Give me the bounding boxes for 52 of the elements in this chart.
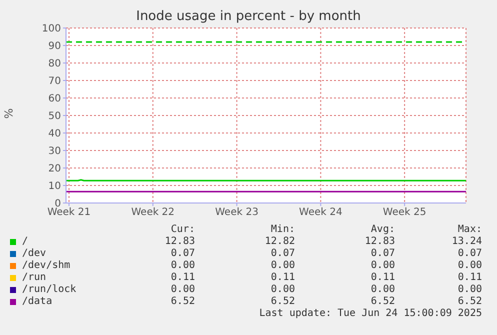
y-tick-label: 70 <box>48 76 61 88</box>
text: 0.07 <box>456 248 482 260</box>
text: 0.00 <box>456 284 482 296</box>
text: 0.00 <box>370 284 395 296</box>
text: 13.24 <box>450 236 482 248</box>
x-tick-label: Week 24 <box>299 207 342 218</box>
text: 0.07 <box>270 248 295 260</box>
text: 0.07 <box>170 248 195 260</box>
text: Avg: <box>370 224 395 236</box>
y-tick-label: 40 <box>48 128 61 140</box>
y-tick-label: 20 <box>48 164 61 175</box>
text: 0.00 <box>270 284 295 296</box>
text: Max: <box>456 224 482 236</box>
text: 0.00 <box>170 284 195 296</box>
text: Min: <box>270 224 295 236</box>
y-tick-label: 30 <box>48 146 61 158</box>
legend-label: /dev <box>22 248 46 260</box>
x-tick-label: Week 23 <box>215 207 258 218</box>
text: 0.11 <box>456 272 482 284</box>
text: 0.11 <box>270 272 295 284</box>
text: 0.11 <box>370 272 395 284</box>
y-tick-label: 80 <box>48 58 61 70</box>
text: 0.00 <box>270 260 295 272</box>
text: 6.52 <box>370 296 395 308</box>
legend-label: /data <box>22 296 52 308</box>
x-tick-label: Week 22 <box>131 207 175 218</box>
text: 6.52 <box>270 296 295 308</box>
text: 12.82 <box>264 236 295 248</box>
text: 0.00 <box>170 260 195 272</box>
y-tick-label: 10 <box>48 181 61 192</box>
text: 12.83 <box>164 236 195 248</box>
y-tick-label: 60 <box>48 94 61 105</box>
y-tick-label: 50 <box>48 111 61 122</box>
text: 0.00 <box>370 260 395 272</box>
text: 0.11 <box>170 272 195 284</box>
x-tick-label: Week 21 <box>47 207 91 218</box>
text: 0.00 <box>456 260 482 272</box>
text: 0.07 <box>370 248 395 260</box>
x-tick-label: Week 25 <box>382 207 426 218</box>
y-tick-label: 100 <box>42 24 61 35</box>
text: Last update: Tue Jun 24 15:00:09 2025 <box>258 308 482 320</box>
text: 12.83 <box>364 236 395 248</box>
y-axis-title: % <box>2 108 16 119</box>
legend-label: /run <box>22 272 46 284</box>
chart-title: Inode usage in percent - by month <box>135 9 362 24</box>
text: Cur: <box>170 224 195 236</box>
legend-label: /run/lock <box>22 284 76 296</box>
text: 6.52 <box>456 296 482 308</box>
legend-label: /dev/shm <box>22 260 70 272</box>
text: 6.52 <box>170 296 195 308</box>
y-tick-label: 90 <box>48 41 61 52</box>
legend-label: / <box>22 236 28 248</box>
